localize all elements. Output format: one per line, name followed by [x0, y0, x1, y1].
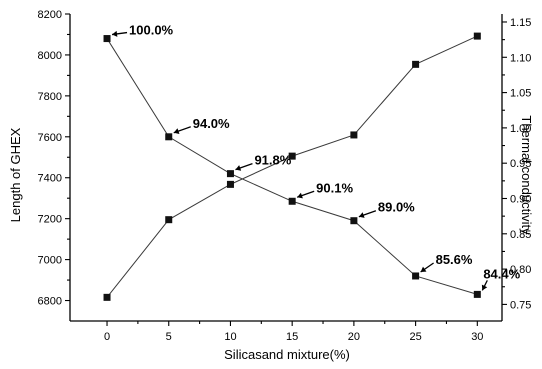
marker-ghex-length — [103, 35, 111, 43]
axes-group — [69, 14, 503, 322]
y-left-tick-label: 7200 — [38, 214, 62, 226]
ticks-group: 0 5 10 15 20 25 30 6800 7000 7200 7400 7600 7800 8000… — [38, 9, 532, 343]
marker-thermal-conductivity — [226, 180, 234, 188]
x-tick-label: 20 — [348, 331, 360, 343]
y-right-tick-label: 0.95 — [510, 158, 531, 170]
y-right-tick-label: 1.15 — [510, 17, 531, 29]
y-right-tick-label: 0.75 — [510, 299, 531, 311]
y-left-tick-label: 7400 — [38, 173, 62, 185]
y-right-tick-label: 0.85 — [510, 229, 531, 241]
marker-ghex-length — [288, 197, 296, 205]
markers-group — [103, 32, 481, 301]
percentage-data-label: 91.8% — [254, 153, 291, 168]
series-lines-group — [106, 35, 478, 298]
y-right-tick-label: 0.90 — [510, 193, 531, 205]
y-left-tick-label: 7800 — [38, 91, 62, 103]
annotation-arrowhead — [420, 266, 427, 272]
marker-thermal-conductivity — [412, 60, 420, 68]
percentage-data-label: 100.0% — [129, 23, 174, 38]
y-left-tick-label: 8200 — [38, 9, 62, 21]
y-right-tick-label: 1.10 — [510, 52, 531, 64]
marker-thermal-conductivity — [165, 216, 173, 224]
percentage-data-label: 89.0% — [378, 200, 415, 215]
marker-thermal-conductivity — [103, 293, 111, 301]
x-tick-label: 10 — [224, 331, 236, 343]
x-tick-label: 30 — [471, 331, 483, 343]
series-line-thermal-conductivity — [106, 35, 478, 298]
annotation-arrowhead — [173, 128, 180, 134]
y-axis-right-title: Thermal conductivity — [519, 115, 534, 235]
marker-thermal-conductivity — [350, 131, 358, 139]
y-left-tick-label: 7000 — [38, 255, 62, 267]
marker-ghex-length — [165, 133, 173, 141]
x-tick-label: 15 — [286, 331, 298, 343]
annotation-arrowhead — [297, 192, 303, 199]
annotation-arrowhead — [358, 212, 365, 218]
x-tick-label: 5 — [166, 331, 172, 343]
percentage-data-label: 84.4% — [483, 266, 520, 281]
annotations-group: 100.0% 94.0% 91.8% 90.1% 89.0% 85.6% 84.4% — [111, 23, 521, 291]
series-line-ghex-length — [106, 38, 478, 295]
x-tick-label: 0 — [104, 331, 110, 343]
y-right-tick-label: 0.80 — [510, 264, 531, 276]
y-right-tick-label: 1.05 — [510, 88, 531, 100]
y-left-tick-label: 6800 — [38, 296, 62, 308]
percentage-data-label: 90.1% — [316, 180, 353, 195]
marker-thermal-conductivity — [473, 32, 481, 40]
y-left-tick-label: 8000 — [38, 50, 62, 62]
y-axis-left-title: Length of GHEX — [8, 127, 23, 222]
y-left-tick-label: 7600 — [38, 132, 62, 144]
marker-ghex-length — [412, 272, 420, 280]
annotation-arrowhead — [112, 30, 118, 37]
percentage-data-label: 85.6% — [436, 252, 473, 267]
marker-ghex-length — [473, 290, 481, 298]
marker-ghex-length — [350, 217, 358, 225]
x-tick-label: 25 — [409, 331, 421, 343]
annotation-arrowhead — [235, 165, 242, 171]
marker-thermal-conductivity — [288, 152, 296, 160]
y-right-tick-label: 1.00 — [510, 123, 531, 135]
annotation-arrowhead — [481, 284, 488, 291]
marker-ghex-length — [226, 170, 234, 178]
x-axis-title: Silicasand mixture(%) — [224, 347, 350, 362]
percentage-data-label: 94.0% — [193, 116, 230, 131]
